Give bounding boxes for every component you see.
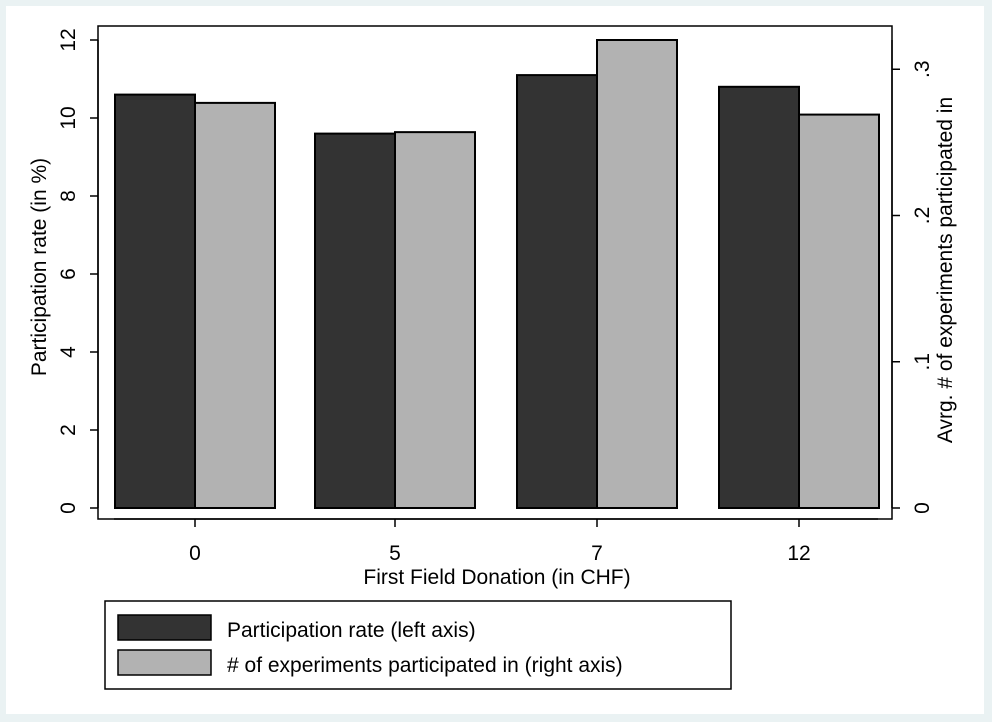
bar-participation-0 <box>114 93 196 509</box>
y-left-tick-label: 10 <box>57 106 80 129</box>
y-left-tick-label: 12 <box>57 28 80 51</box>
bars <box>114 39 880 510</box>
x-axis-label: First Field Donation (in CHF) <box>363 566 630 589</box>
x-tick-label: 7 <box>591 542 603 565</box>
legend-label-participation: Participation rate (left axis) <box>227 619 476 642</box>
legend-swatch-participation <box>117 614 212 641</box>
y-left-tick-label: 8 <box>57 190 80 202</box>
bar-experiments-0 <box>194 101 276 509</box>
x-tick-label: 5 <box>389 542 401 565</box>
y-left-tick-label: 6 <box>57 268 80 280</box>
x-tick-label: 12 <box>787 542 810 565</box>
x-tick-label: 0 <box>189 542 201 565</box>
bar-participation-7 <box>516 74 598 509</box>
legend-swatch-experiments <box>117 649 212 676</box>
y-right-tick-label: .1 <box>911 353 934 371</box>
legend: Participation rate (left axis) # of expe… <box>104 600 732 690</box>
chart-canvas: 0 2 4 6 8 10 12 0 .1 .2 .3 0 5 7 12 First Field Donati… <box>28 25 957 690</box>
legend-label-experiments: # of experiments participated in (right … <box>227 654 623 677</box>
y-axis-right-label: Avrg. # of experiments participated in <box>934 97 957 443</box>
y-right-tick-label: 0 <box>911 502 934 514</box>
y-left-tick-label: 0 <box>57 502 80 514</box>
y-right-tick-label: .2 <box>911 207 934 225</box>
bar-participation-5 <box>314 132 396 509</box>
bar-participation-12 <box>718 85 800 510</box>
bar-experiments-5 <box>394 131 476 509</box>
bar-experiments-12 <box>798 113 880 510</box>
y-left-tick-label: 2 <box>57 424 80 436</box>
y-axis-left-label: Participation rate (in %) <box>28 158 51 376</box>
ticks: 0 2 4 6 8 10 12 0 .1 .2 .3 0 5 7 12 <box>57 28 934 565</box>
bar-experiments-7 <box>596 39 678 509</box>
y-right-tick-label: .3 <box>911 60 934 78</box>
y-left-tick-label: 4 <box>57 346 80 358</box>
chart-frame: 0 2 4 6 8 10 12 0 .1 .2 .3 0 5 7 12 First Field Donati… <box>6 6 984 714</box>
